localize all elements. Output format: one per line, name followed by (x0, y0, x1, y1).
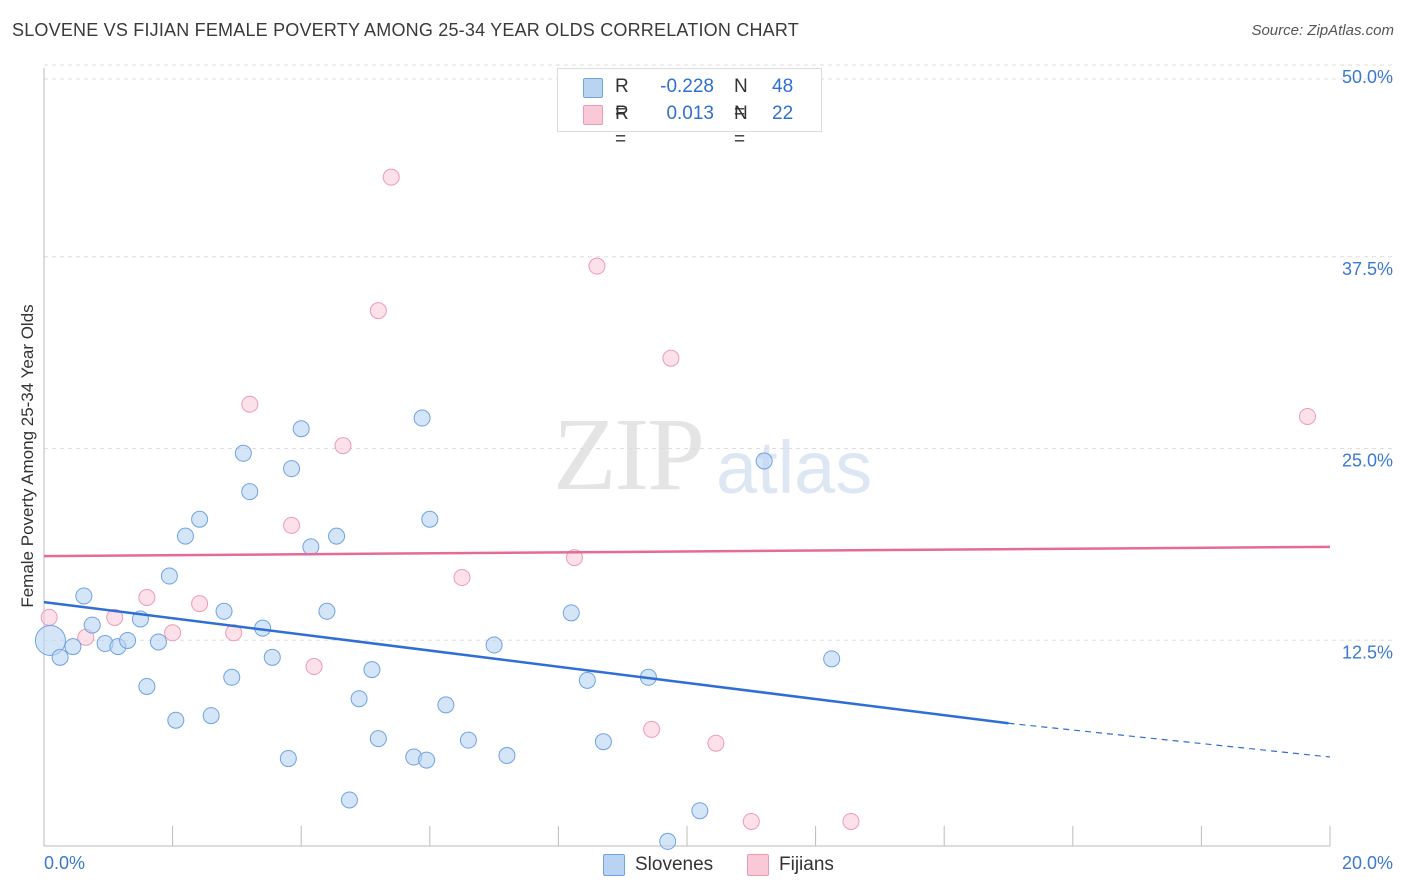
slovenes-swatch (603, 854, 625, 876)
fijians-point (588, 257, 606, 275)
n-value: 48 (772, 76, 794, 97)
slovenes-point (292, 420, 310, 438)
slovenes-point (413, 409, 431, 427)
legend-label: Fijians (779, 854, 834, 875)
y-tick-label: 25.0% (1342, 451, 1393, 471)
source-label: Source: ZipAtlas.com (1251, 22, 1394, 39)
fijians-point (382, 168, 400, 186)
fijians-point (842, 812, 860, 830)
slovenes-point (437, 696, 455, 714)
slovenes-point (176, 527, 194, 545)
slovenes-point (318, 602, 336, 620)
fijians-point (662, 349, 680, 367)
slovenes-point (691, 802, 709, 820)
slovenes-point (160, 567, 178, 585)
slovenes-trend-line (43, 600, 1009, 725)
fijians-point (1298, 407, 1316, 425)
slovenes-point (279, 750, 297, 768)
fijians-point (334, 437, 352, 455)
fijians-swatch (583, 105, 603, 125)
slovenes-point (485, 636, 503, 654)
slovenes-point (83, 616, 101, 634)
stats-box: R = -0.228 N = 48 R = 0.013 N = 22 (557, 68, 822, 150)
fijians-point (305, 658, 323, 676)
fijians-point (453, 569, 471, 587)
slovenes-point (755, 452, 773, 470)
slovenes-point (350, 690, 368, 708)
y-tick-label: 37.5% (1342, 259, 1393, 279)
fijians-point (742, 812, 760, 830)
slovenes-point (119, 631, 137, 649)
slovenes-trend-extension (1008, 722, 1331, 758)
slovenes-swatch (583, 78, 603, 98)
legend-label: Slovenes (635, 854, 714, 875)
x-tick-label: 20.0% (1342, 853, 1393, 873)
n-label: N = (734, 76, 748, 123)
slovenes-point (223, 668, 241, 686)
n-value: 22 (772, 103, 794, 124)
r-label: R = (615, 103, 629, 150)
fijians-point (565, 549, 583, 567)
watermark-zip: ZIP (553, 397, 705, 512)
slovenes-point (138, 677, 156, 695)
slovenes-point (241, 483, 259, 501)
slovenes-point (191, 510, 209, 528)
slovenes-point (263, 648, 281, 666)
y-tick-label: 50.0% (1342, 67, 1393, 87)
fijians-point (138, 588, 156, 606)
slovenes-point (421, 510, 439, 528)
fijians-point (40, 608, 58, 626)
fijians-point (643, 720, 661, 738)
slovenes-point (51, 648, 69, 666)
slovenes-point (498, 746, 516, 764)
fijians-swatch (747, 854, 769, 876)
slovenes-point (202, 707, 220, 725)
slovenes-point (75, 587, 93, 605)
slovenes-point (562, 604, 580, 622)
n-label: N = (734, 103, 748, 150)
slovenes-point (328, 527, 346, 545)
slovenes-point (149, 633, 167, 651)
slovenes-point (283, 460, 301, 478)
fijians-point (283, 516, 301, 534)
slovenes-point (594, 733, 612, 751)
slovenes-point (64, 638, 82, 656)
slovenes-point (418, 751, 436, 769)
slovenes-point (167, 711, 185, 729)
slovenes-point (369, 730, 387, 748)
fijians-trend-line (43, 545, 1331, 558)
chart-title: SLOVENE VS FIJIAN FEMALE POVERTY AMONG 2… (12, 20, 799, 40)
slovenes-point (215, 602, 233, 620)
fijians-point (191, 595, 209, 613)
legend: Slovenes Fijians (0, 852, 1406, 878)
r-label: R = (615, 76, 629, 123)
fijians-point (707, 734, 725, 752)
y-tick-label: 12.5% (1342, 642, 1393, 662)
fijians-point (164, 624, 182, 642)
slovenes-point (659, 832, 677, 850)
fijians-point (106, 608, 124, 626)
x-tick-label: 0.0% (44, 853, 85, 873)
watermark-atlas: atlas (716, 426, 873, 509)
slovenes-point (302, 538, 320, 556)
r-value: 0.013 (666, 103, 714, 124)
slovenes-point (363, 661, 381, 679)
slovenes-point (34, 624, 66, 656)
slovenes-point (234, 444, 252, 462)
fijians-point (369, 302, 387, 320)
fijians-point (241, 395, 259, 413)
slovenes-point (578, 671, 596, 689)
slovenes-point (459, 731, 477, 749)
r-value: -0.228 (660, 76, 714, 97)
slovenes-point (823, 650, 841, 668)
slovenes-point (340, 791, 358, 809)
